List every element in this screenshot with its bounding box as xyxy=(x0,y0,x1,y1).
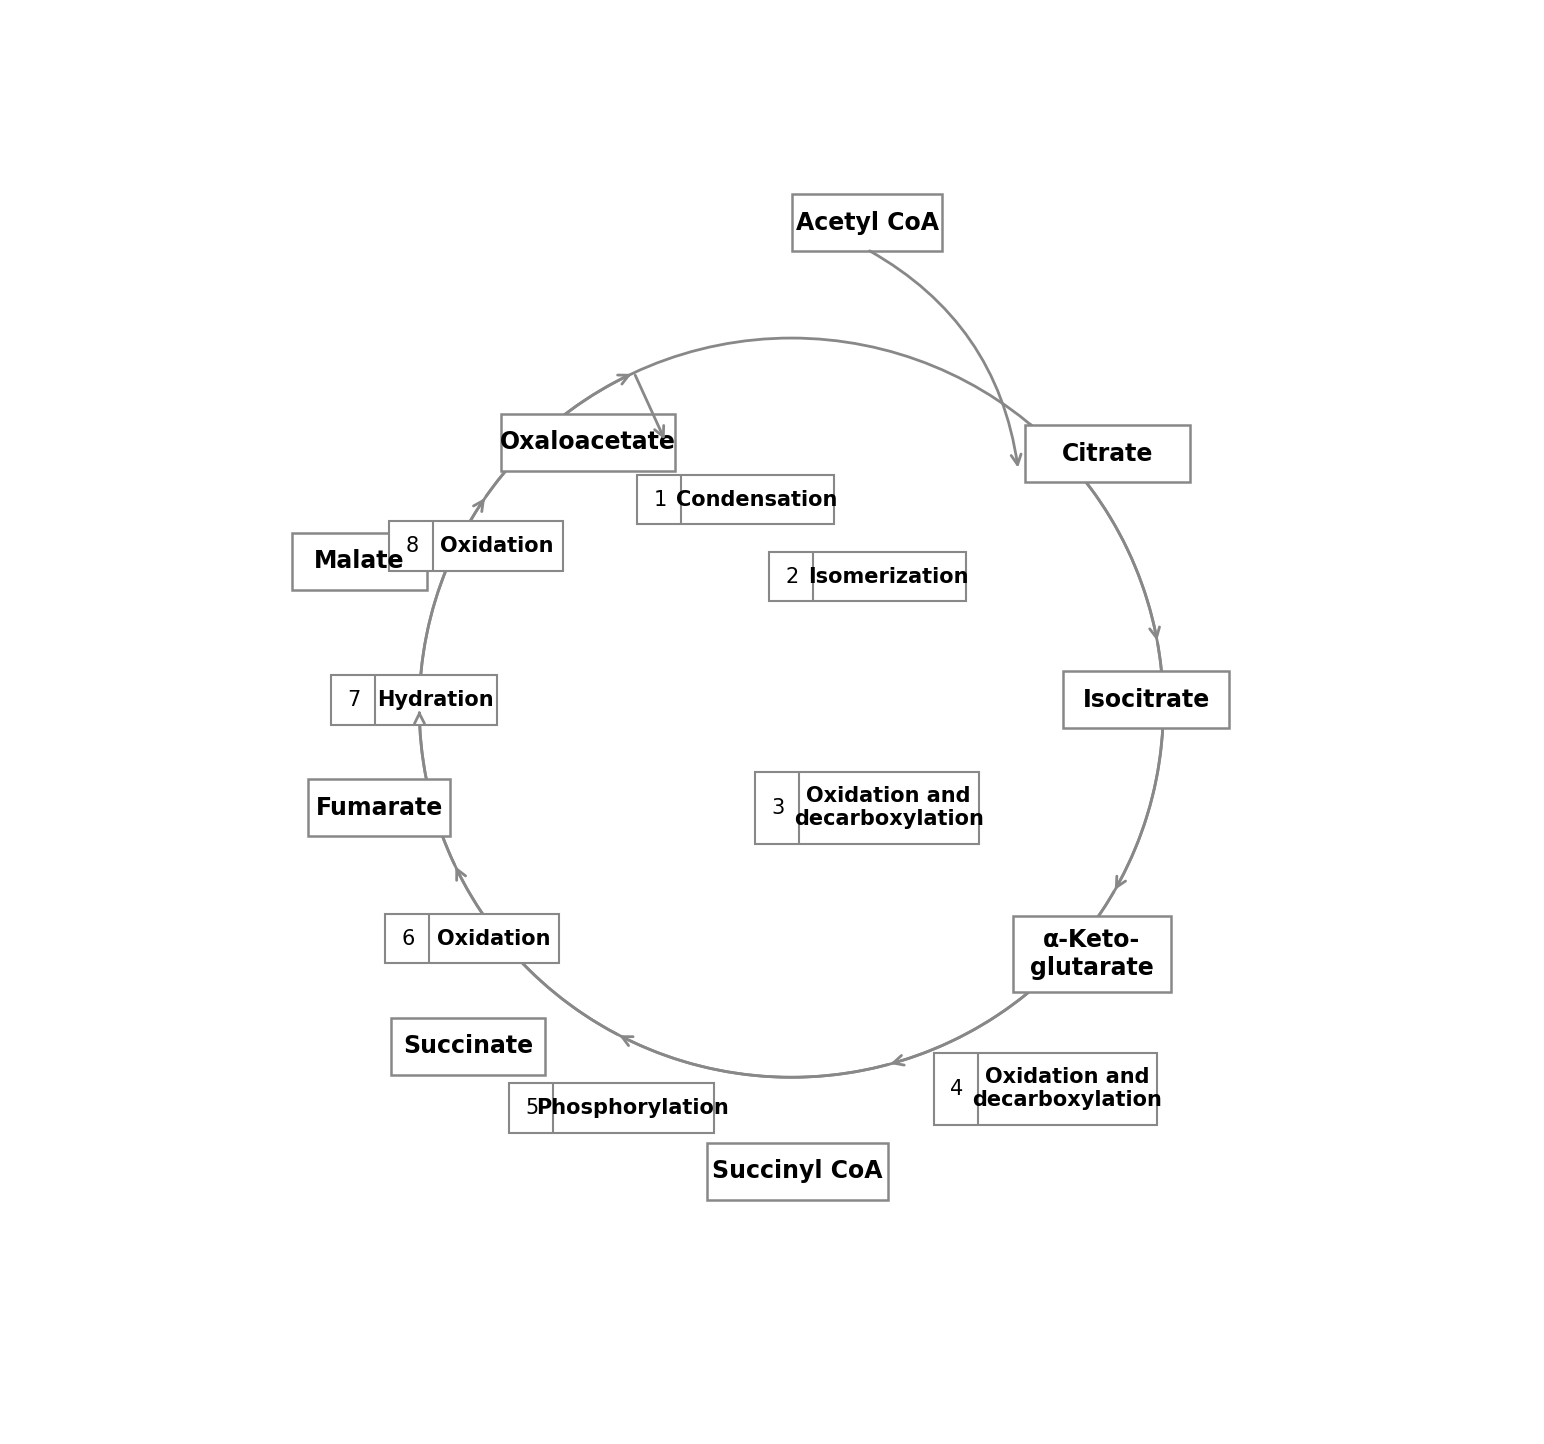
Text: Isomerization: Isomerization xyxy=(809,566,968,586)
Text: Succinyl CoA: Succinyl CoA xyxy=(712,1160,883,1183)
FancyBboxPatch shape xyxy=(792,193,942,251)
Text: Condensation: Condensation xyxy=(676,490,837,510)
Text: 5: 5 xyxy=(525,1097,539,1118)
Text: α-Keto-
glutarate: α-Keto- glutarate xyxy=(1030,928,1153,980)
Text: Oxidation and
decarboxylation: Oxidation and decarboxylation xyxy=(971,1067,1161,1110)
Text: 2: 2 xyxy=(784,566,798,586)
FancyBboxPatch shape xyxy=(934,1053,1158,1125)
Text: Malate: Malate xyxy=(315,549,405,573)
Text: Fumarate: Fumarate xyxy=(315,796,443,820)
FancyBboxPatch shape xyxy=(769,552,965,601)
Text: Phosphorylation: Phosphorylation xyxy=(536,1097,729,1118)
Text: Acetyl CoA: Acetyl CoA xyxy=(795,211,939,234)
Text: 6: 6 xyxy=(401,928,415,949)
FancyBboxPatch shape xyxy=(307,780,451,836)
FancyBboxPatch shape xyxy=(1025,425,1190,482)
FancyBboxPatch shape xyxy=(510,1083,713,1132)
FancyBboxPatch shape xyxy=(1013,915,1170,992)
Text: Oxidation: Oxidation xyxy=(440,536,554,556)
FancyBboxPatch shape xyxy=(755,771,979,843)
Text: 4: 4 xyxy=(950,1079,963,1099)
Text: 7: 7 xyxy=(347,690,360,710)
Text: Citrate: Citrate xyxy=(1062,442,1153,465)
FancyBboxPatch shape xyxy=(707,1142,888,1200)
FancyBboxPatch shape xyxy=(391,1018,545,1074)
FancyBboxPatch shape xyxy=(389,521,562,570)
Text: Succinate: Succinate xyxy=(403,1034,533,1058)
Text: Isocitrate: Isocitrate xyxy=(1082,687,1210,712)
Text: Oxaloacetate: Oxaloacetate xyxy=(500,430,676,453)
Text: 3: 3 xyxy=(772,797,784,817)
FancyBboxPatch shape xyxy=(330,676,497,725)
FancyBboxPatch shape xyxy=(502,413,675,471)
Text: 1: 1 xyxy=(653,490,667,510)
Text: Hydration: Hydration xyxy=(377,690,494,710)
Text: 8: 8 xyxy=(406,536,418,556)
FancyBboxPatch shape xyxy=(1064,671,1229,728)
FancyBboxPatch shape xyxy=(384,914,559,963)
FancyBboxPatch shape xyxy=(638,475,834,524)
FancyBboxPatch shape xyxy=(292,533,428,589)
Text: Oxidation: Oxidation xyxy=(437,928,550,949)
Text: Oxidation and
decarboxylation: Oxidation and decarboxylation xyxy=(794,786,984,829)
